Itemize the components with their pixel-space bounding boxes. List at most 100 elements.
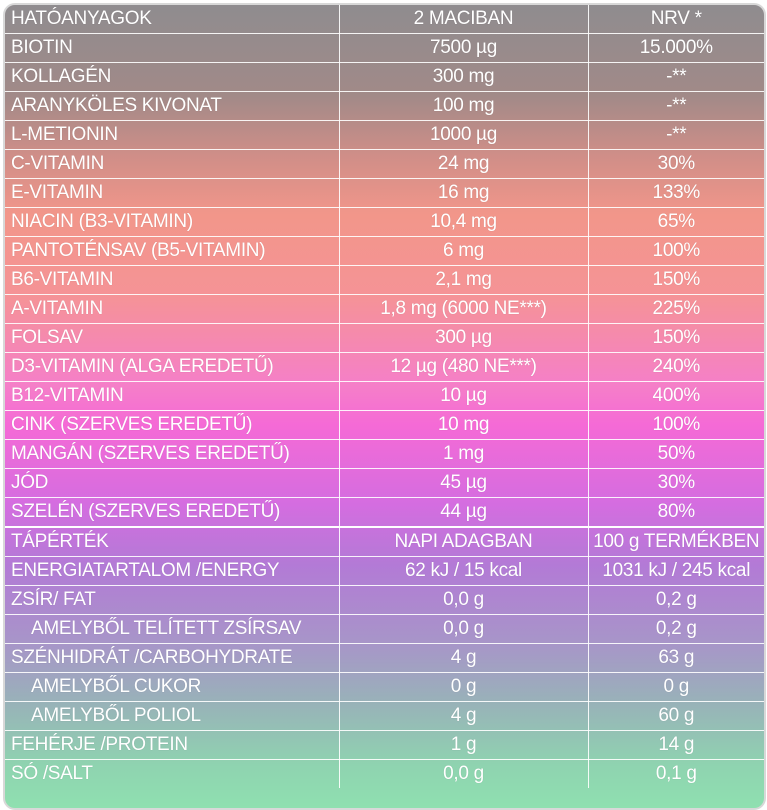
nutrient-name: SZÉNHIDRÁT /CARBOHYDRATE — [5, 643, 340, 673]
ingredient-amount: 10 mg — [339, 410, 589, 440]
ingredient-name: B6-VITAMIN — [5, 265, 340, 295]
ingredient-nrv: 225% — [588, 294, 764, 324]
nutrient-per-dose: 4 g — [339, 643, 589, 673]
nutrient-name: ZSÍR/ FAT — [5, 585, 340, 615]
ingredient-nrv: -** — [588, 62, 764, 92]
table-row: D3-VITAMIN (ALGA EREDETŰ) 12 µg (480 NE**… — [5, 352, 764, 382]
table-row: AMELYBŐL TELÍTETT ZSÍRSAV 0,0 g 0,2 g — [5, 614, 764, 644]
ingredient-nrv: 150% — [588, 265, 764, 295]
nutrition-header-per-dose: NAPI ADAGBAN — [339, 526, 589, 557]
table-row: B12-VITAMIN 10 µg 400% — [5, 381, 764, 411]
nutrient-per-dose: 4 g — [339, 701, 589, 731]
ingredient-nrv: 100% — [588, 410, 764, 440]
table-row: FOLSAV 300 µg 150% — [5, 323, 764, 353]
table-row: KOLLAGÉN 300 mg -** — [5, 62, 764, 92]
nutrient-per-dose: 0 g — [339, 672, 589, 702]
table-row: NIACIN (B3-VITAMIN) 10,4 mg 65% — [5, 207, 764, 237]
ingredient-amount: 1,8 mg (6000 NE***) — [339, 294, 589, 324]
ingredients-header-amount: 2 MACIBAN — [339, 5, 589, 34]
ingredient-nrv: -** — [588, 120, 764, 150]
table-row: ARANYKÖLES KIVONAT 100 mg -** — [5, 91, 764, 121]
nutrient-name: FEHÉRJE /PROTEIN — [5, 730, 340, 760]
nutrient-per-dose: 62 kJ / 15 kcal — [339, 556, 589, 586]
ingredient-name: NIACIN (B3-VITAMIN) — [5, 207, 340, 237]
ingredient-amount: 10 µg — [339, 381, 589, 411]
ingredient-amount: 44 µg — [339, 497, 589, 528]
ingredient-amount: 24 mg — [339, 149, 589, 179]
nutrient-per-dose: 0,0 g — [339, 585, 589, 615]
table-row: SZELÉN (SZERVES EREDETŰ) 44 µg 80% — [5, 497, 764, 528]
ingredient-nrv: 150% — [588, 323, 764, 353]
nutrient-per-100g: 0,1 g — [655, 763, 697, 784]
nutrient-name: AMELYBŐL POLIOL — [5, 701, 340, 731]
nutrient-per-dose: 0,0 g — [339, 759, 589, 788]
ingredient-nrv: 30% — [588, 468, 764, 498]
ingredient-amount: 100 mg — [339, 91, 589, 121]
nutrient-per-100g: 1031 kJ / 245 kcal — [588, 556, 764, 586]
nutrient-per-100g: 14 g — [588, 730, 764, 760]
ingredient-amount: 6 mg — [339, 236, 589, 266]
ingredient-amount: 7500 µg — [339, 33, 589, 63]
table-row: ENERGIATARTALOM /ENERGY 62 kJ / 15 kcal 10… — [5, 556, 764, 586]
nutrient-name: AMELYBŐL TELÍTETT ZSÍRSAV — [5, 614, 340, 644]
table-row: PANTOTÉNSAV (B5-VITAMIN) 6 mg 100% — [5, 236, 764, 266]
nutrient-per-dose: 1 g — [339, 730, 589, 760]
ingredient-nrv: 65% — [588, 207, 764, 237]
ingredient-amount: 16 mg — [339, 178, 589, 208]
ingredient-nrv: 15.000% — [588, 33, 764, 63]
ingredient-name: JÓD — [5, 468, 340, 498]
ingredients-header-name: HATÓANYAGOK — [5, 5, 340, 34]
ingredient-amount: 1 mg — [339, 439, 589, 469]
table-row: C-VITAMIN 24 mg 30% — [5, 149, 764, 179]
nutrient-name: ENERGIATARTALOM /ENERGY — [5, 556, 340, 586]
nutrition-facts-table: HATÓANYAGOK 2 MACIBAN NRV * BIOTIN 7500 µ… — [5, 5, 764, 788]
table-row: JÓD 45 µg 30% — [5, 468, 764, 498]
nutrient-per-100g: 0,2 g — [588, 585, 764, 615]
ingredient-amount: 2,1 mg — [339, 265, 589, 295]
ingredient-amount: 300 µg — [339, 323, 589, 353]
nutrition-table-panel: HATÓANYAGOK 2 MACIBAN NRV * BIOTIN 7500 µ… — [3, 3, 766, 810]
table-row: CINK (SZERVES EREDETŰ) 10 mg 100% — [5, 410, 764, 440]
nutrition-header-row: TÁPÉRTÉK NAPI ADAGBAN 100 g TERMÉKBEN — [5, 526, 764, 557]
nutrient-per-dose: 0,0 g — [339, 614, 589, 644]
table-row: SÓ /SALT 0,0 g 0,1 g — [5, 759, 764, 788]
ingredient-name: KOLLAGÉN — [5, 62, 340, 92]
ingredient-name: ARANYKÖLES KIVONAT — [5, 91, 340, 121]
table-row: L-METIONIN 1000 µg -** — [5, 120, 764, 150]
nutrient-name: AMELYBŐL CUKOR — [5, 672, 340, 702]
table-row: E-VITAMIN 16 mg 133% — [5, 178, 764, 208]
ingredient-name: SZELÉN (SZERVES EREDETŰ) — [5, 497, 340, 528]
ingredient-nrv: 400% — [588, 381, 764, 411]
ingredient-name: C-VITAMIN — [5, 149, 340, 179]
nutrient-per-100g: 0,2 g — [588, 614, 764, 644]
ingredients-header-row: HATÓANYAGOK 2 MACIBAN NRV * — [5, 5, 764, 34]
table-row: AMELYBŐL POLIOL 4 g 60 g — [5, 701, 764, 731]
ingredient-name: L-METIONIN — [5, 120, 340, 150]
ingredient-name: D3-VITAMIN (ALGA EREDETŰ) — [5, 352, 340, 382]
ingredient-name: B12-VITAMIN — [5, 381, 340, 411]
ingredient-amount: 45 µg — [339, 468, 589, 498]
ingredient-amount: 300 mg — [339, 62, 589, 92]
ingredient-nrv: -** — [588, 91, 764, 121]
table-row: MANGÁN (SZERVES EREDETŰ) 1 mg 50% — [5, 439, 764, 469]
ingredient-name: A-VITAMIN — [5, 294, 340, 324]
table-row: B6-VITAMIN 2,1 mg 150% — [5, 265, 764, 295]
table-row: SZÉNHIDRÁT /CARBOHYDRATE 4 g 63 g — [5, 643, 764, 673]
table-row: BIOTIN 7500 µg 15.000% — [5, 33, 764, 63]
table-row: FEHÉRJE /PROTEIN 1 g 14 g — [5, 730, 764, 760]
nutrient-per-100g: 60 g — [588, 701, 764, 731]
ingredient-nrv: 100% — [588, 236, 764, 266]
ingredient-nrv: 80% — [588, 497, 764, 528]
nutrition-header-per-100g: 100 g TERMÉKBEN — [588, 526, 764, 557]
ingredient-name: CINK (SZERVES EREDETŰ) — [5, 410, 340, 440]
ingredient-nrv: 240% — [588, 352, 764, 382]
ingredient-nrv: 50% — [588, 439, 764, 469]
ingredient-amount: 10,4 mg — [339, 207, 589, 237]
ingredient-amount: 1000 µg — [339, 120, 589, 150]
table-row: A-VITAMIN 1,8 mg (6000 NE***) 225% — [5, 294, 764, 324]
ingredient-name: BIOTIN — [5, 33, 340, 63]
nutrition-header-name: TÁPÉRTÉK — [5, 526, 340, 557]
nutrient-per-100g: 0 g — [588, 672, 764, 702]
ingredient-name: MANGÁN (SZERVES EREDETŰ) — [5, 439, 340, 469]
